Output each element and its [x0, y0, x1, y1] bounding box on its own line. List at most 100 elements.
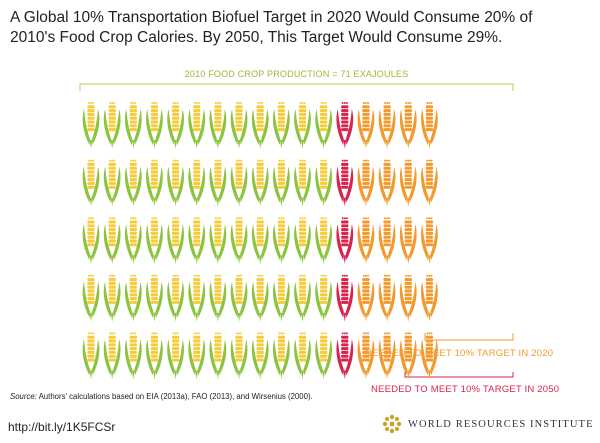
corn-icon-unused: [251, 217, 269, 265]
corn-icon-unused: [315, 332, 333, 380]
corn-icon-unused: [272, 332, 290, 380]
corn-icon-2020: [357, 217, 375, 265]
corn-icon-unused: [188, 274, 206, 322]
corn-icon-2020: [357, 102, 375, 149]
corn-icon-2020: [399, 217, 417, 265]
corn-icon-unused: [82, 217, 100, 265]
bracket-2050: [404, 372, 514, 378]
corn-icon-unused: [294, 159, 311, 207]
corn-icon-unused: [146, 102, 163, 149]
corn-icon-unused: [230, 102, 248, 149]
corn-icon-2050: [336, 102, 354, 149]
corn-icon-unused: [209, 274, 227, 322]
corn-icon-2020: [421, 217, 438, 265]
corn-icon-unused: [251, 159, 269, 207]
corn-icon-unused: [272, 217, 290, 265]
corn-icon-2020: [378, 274, 396, 322]
corn-icon-2020: [421, 159, 438, 207]
corn-icon-unused: [167, 217, 184, 265]
corn-icon-unused: [315, 102, 333, 149]
corn-icon-unused: [251, 102, 269, 149]
corn-icon-unused: [209, 217, 227, 265]
corn-icon-unused: [294, 332, 311, 380]
source-prefix: Source:: [10, 392, 37, 401]
total-bracket: [79, 83, 514, 91]
corn-icon-2020: [399, 102, 417, 149]
corn-icon-unused: [209, 102, 227, 149]
corn-icon-unused: [124, 159, 142, 207]
corn-icon-2020: [378, 102, 396, 149]
corn-icon-2050: [336, 159, 354, 207]
corn-icon-unused: [82, 332, 100, 380]
wri-logo-icon: [382, 414, 402, 434]
corn-icon-unused: [103, 332, 121, 380]
source-text: Authors' calculations based on EIA (2013…: [36, 392, 313, 401]
corn-icon-unused: [230, 217, 248, 265]
corn-grid: [82, 102, 438, 380]
corn-icon-unused: [294, 102, 311, 149]
corn-icon-unused: [251, 332, 269, 380]
corn-icon-unused: [188, 159, 206, 207]
corn-icon-2020: [421, 332, 438, 380]
logo-text: WORLD RESOURCES INSTITUTE: [408, 418, 594, 430]
corn-icon-2020: [399, 332, 417, 380]
corn-icon-2020: [357, 332, 375, 380]
wri-logo: WORLD RESOURCES INSTITUTE: [382, 414, 594, 434]
corn-icon-2020: [357, 159, 375, 207]
corn-icon-unused: [315, 274, 333, 322]
corn-icon-2050: [336, 332, 354, 380]
corn-icon-2020: [357, 274, 375, 322]
corn-icon-2050: [336, 274, 354, 322]
corn-icon-unused: [188, 217, 206, 265]
corn-icon-unused: [230, 332, 248, 380]
corn-icon-unused: [124, 217, 142, 265]
corn-icon-unused: [230, 274, 248, 322]
corn-icon-unused: [188, 102, 206, 149]
corn-icon-unused: [124, 332, 142, 380]
corn-icon-unused: [146, 332, 163, 380]
corn-icon-unused: [103, 274, 121, 322]
corn-icon-2050: [336, 217, 354, 265]
corn-icon-unused: [315, 159, 333, 207]
corn-icon-2020: [378, 217, 396, 265]
corn-icon-unused: [315, 217, 333, 265]
corn-icon-unused: [251, 274, 269, 322]
short-link[interactable]: http://bit.ly/1K5FCSr: [8, 420, 116, 434]
corn-icon-unused: [230, 159, 248, 207]
corn-icon-unused: [167, 159, 184, 207]
corn-icon-unused: [209, 332, 227, 380]
total-production-label: 2010 FOOD CROP PRODUCTION = 71 EXAJOULES: [184, 69, 409, 79]
corn-icon-unused: [103, 102, 121, 149]
corn-icon-2020: [378, 332, 396, 380]
corn-icon-unused: [146, 159, 163, 207]
corn-icon-unused: [188, 332, 206, 380]
corn-icon-unused: [167, 102, 184, 149]
corn-icon-unused: [272, 274, 290, 322]
bracket-2020: [424, 333, 514, 341]
corn-icon-unused: [82, 159, 100, 207]
corn-icon-unused: [167, 332, 184, 380]
corn-icon-unused: [82, 274, 100, 322]
corn-icon-unused: [146, 217, 163, 265]
label-2050: NEEDED TO MEET 10% TARGET IN 2050: [371, 384, 560, 395]
label-2020: NEEDED TO MEET 10% TARGET IN 2020: [365, 348, 554, 359]
corn-icon-2020: [421, 102, 438, 149]
corn-icon-2020: [399, 159, 417, 207]
corn-icon-unused: [209, 159, 227, 207]
corn-icon-2020: [421, 274, 438, 322]
source-note: Source: Authors' calculations based on E…: [10, 392, 313, 401]
chart-title: A Global 10% Transportation Biofuel Targ…: [10, 9, 533, 46]
corn-icon-unused: [82, 102, 100, 149]
corn-icon-unused: [272, 102, 290, 149]
corn-icon-unused: [124, 102, 142, 149]
corn-icon-unused: [167, 274, 184, 322]
corn-icon-unused: [294, 217, 311, 265]
corn-icon-unused: [294, 274, 311, 322]
corn-icon-unused: [272, 159, 290, 207]
corn-icon-unused: [103, 217, 121, 265]
corn-icon-2020: [378, 159, 396, 207]
corn-icon-unused: [103, 159, 121, 207]
corn-icon-unused: [124, 274, 142, 322]
corn-icon-unused: [146, 274, 163, 322]
